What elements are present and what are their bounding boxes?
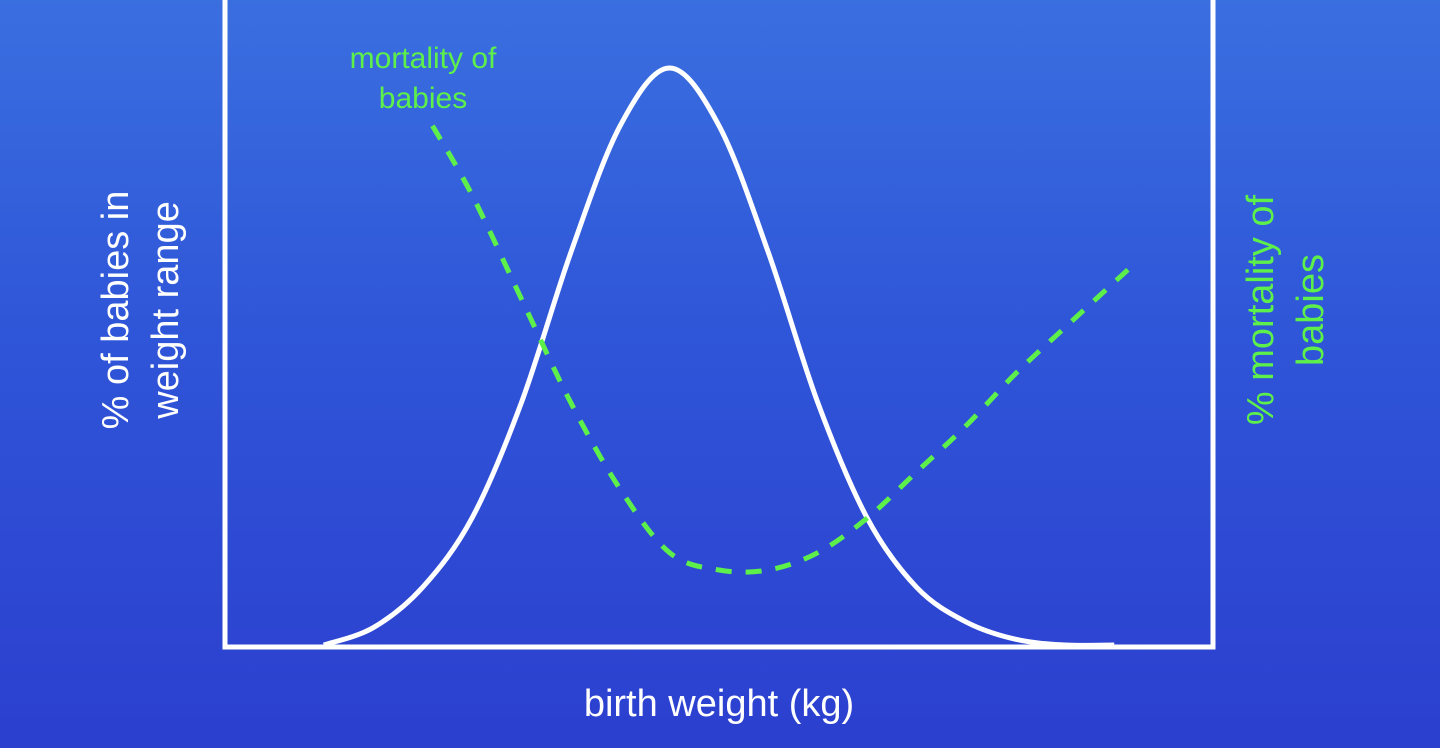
mortality-annotation-line1: mortality of <box>350 42 497 75</box>
y-axis-right-label-line1: % mortality of <box>1240 194 1282 425</box>
y-axis-left-label-line1: % of babies in <box>95 191 137 430</box>
y-axis-left-label: % of babies in weight range <box>95 191 187 430</box>
y-axis-right-label-line2: babies <box>1290 254 1332 366</box>
x-axis-label: birth weight (kg) <box>584 683 854 725</box>
series-line-mortality <box>430 124 1136 575</box>
y-axis-right-label: % mortality of babies <box>1240 194 1332 425</box>
series-layer <box>322 65 1136 648</box>
series-line-distribution <box>322 65 1115 648</box>
y-axis-left-label-line2: weight range <box>145 201 187 420</box>
plot-frame <box>222 0 1216 650</box>
mortality-annotation-line2: babies <box>379 82 467 115</box>
